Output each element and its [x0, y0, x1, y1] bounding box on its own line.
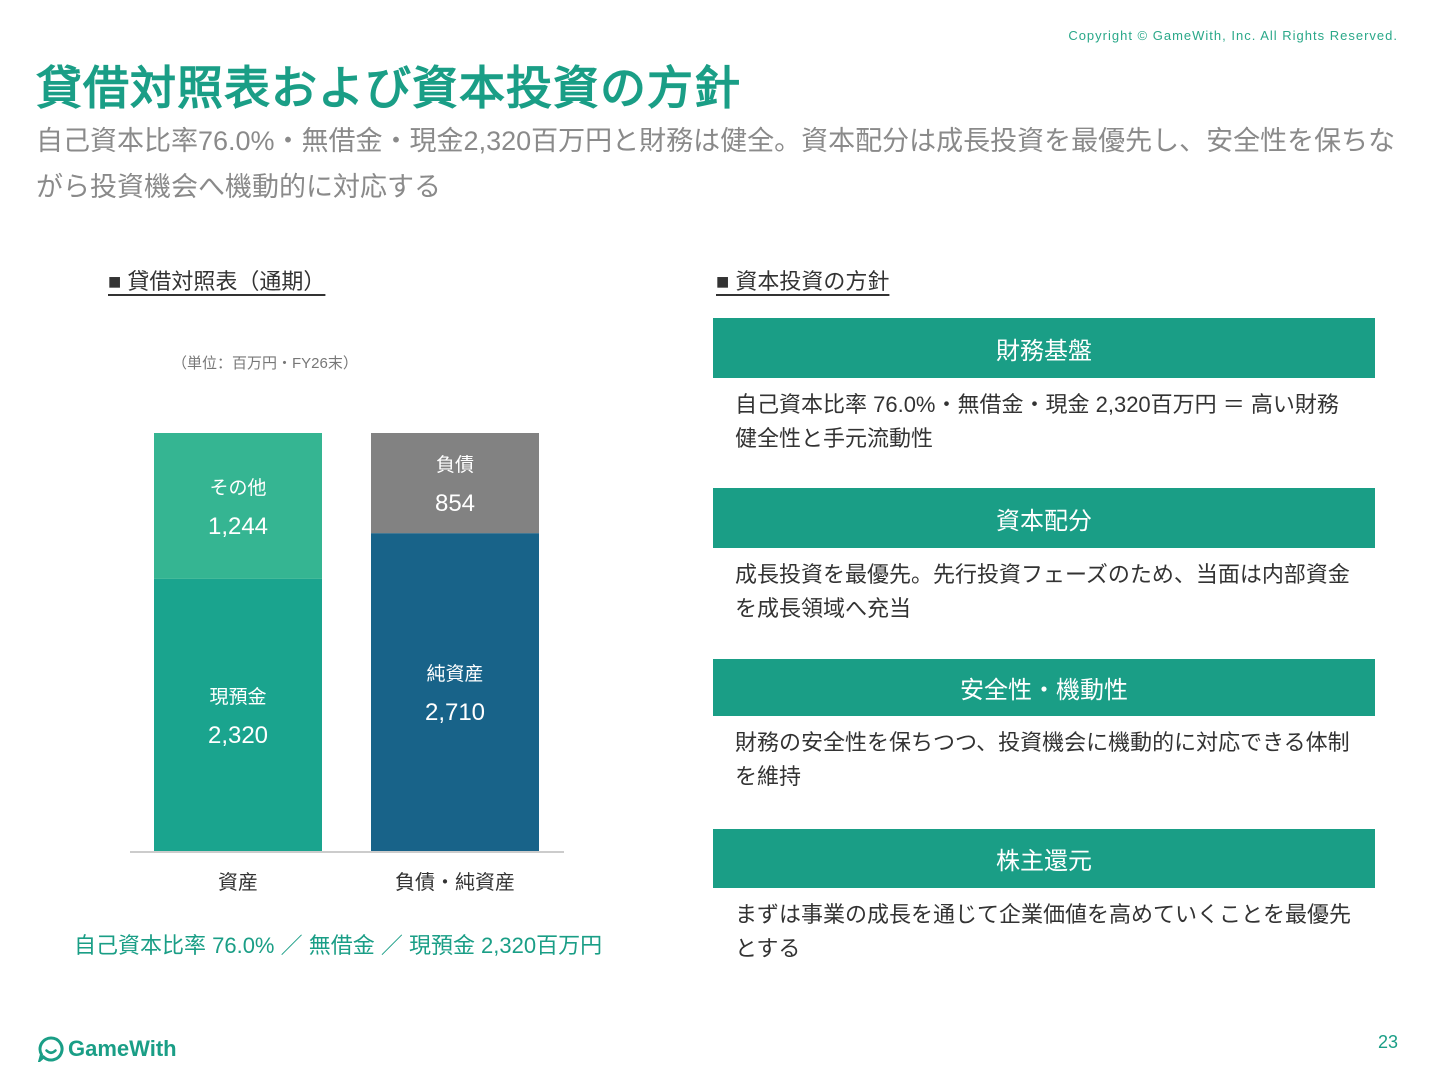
gamewith-logo: GameWith	[38, 1036, 177, 1062]
bar-segment	[371, 533, 539, 851]
category-label: 資産	[218, 871, 258, 894]
policy-title: 株主還元	[713, 829, 1375, 888]
policy-title: 財務基盤	[713, 318, 1375, 378]
segment-value-label: 854	[435, 490, 475, 517]
policy-body: まずは事業の成長を通じて企業価値を高めていくことを最優先とする	[735, 902, 1352, 961]
category-label: 負債・純資産	[395, 871, 515, 894]
policy-body: 自己資本比率 76.0%・無借金・現金 2,320百万円 ＝ 高い財務健全性と手…	[735, 392, 1339, 451]
segment-name-label: その他	[209, 477, 266, 499]
bar-segment	[154, 433, 322, 579]
bar-segment	[154, 578, 322, 851]
policy-shareholder-return: 株主還元 まずは事業の成長を通じて企業価値を高めていくことを最優先とする	[713, 829, 1375, 966]
copyright: Copyright © GameWith, Inc. All Rights Re…	[1068, 28, 1398, 43]
policy-title: 資本配分	[713, 488, 1375, 548]
policy-body: 成長投資を最優先。先行投資フェーズのため、当面は内部資金を成長領域へ充当	[735, 562, 1350, 621]
segment-name-label: 負債	[436, 454, 474, 476]
balance-sheet-summary: 自己資本比率 76.0% ／ 無借金 ／ 現預金 2,320百万円	[74, 933, 603, 958]
bar-segment	[371, 433, 539, 534]
segment-value-label: 1,244	[208, 513, 268, 540]
policy-body: 財務の安全性を保ちつつ、投資機会に機動的に対応できる体制を維持	[735, 730, 1350, 789]
logo-text: GameWith	[68, 1036, 177, 1061]
segment-name-label: 純資産	[426, 663, 483, 685]
segment-value-label: 2,710	[425, 699, 485, 726]
unit-label: （単位：百万円・FY26末）	[172, 355, 358, 372]
segment-value-label: 2,320	[208, 722, 268, 749]
policy-safety-agility: 安全性・機動性 財務の安全性を保ちつつ、投資機会に機動的に対応できる体制を維持	[713, 659, 1375, 794]
balance-sheet-heading: ■ 貸借対照表（通期）	[108, 269, 326, 294]
page-number: 23	[1377, 1032, 1398, 1052]
policy-title: 安全性・機動性	[713, 659, 1375, 716]
page-title: 貸借対照表および資本投資の方針	[36, 62, 741, 114]
policy-capital-allocation: 資本配分 成長投資を最優先。先行投資フェーズのため、当面は内部資金を成長領域へ充…	[713, 488, 1375, 626]
policy-financial-base: 財務基盤 自己資本比率 76.0%・無借金・現金 2,320百万円 ＝ 高い財務…	[713, 318, 1375, 456]
segment-name-label: 現預金	[209, 686, 266, 708]
page-subtitle: 自己資本比率76.0%・無借金・現金2,320百万円と財務は健全。資本配分は成長…	[36, 126, 1396, 202]
balance-sheet-chart: 資産 負債・純資産 現預金 2,320 その他 1,244 純資産 2,710 負債 854	[130, 433, 564, 894]
speech-bubble-icon	[38, 1036, 64, 1062]
capital-policy-heading: ■ 資本投資の方針	[716, 269, 890, 294]
